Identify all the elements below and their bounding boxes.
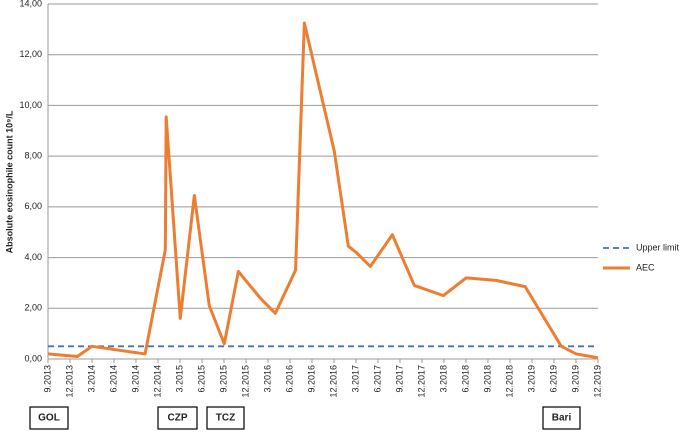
x-tick-label: 9.2013 bbox=[42, 365, 52, 393]
x-tick-label: 12.2019 bbox=[592, 365, 602, 398]
annotation: Bari bbox=[552, 413, 572, 424]
x-tick-label: 6.2016 bbox=[284, 365, 294, 393]
x-tick-label: 12.2013 bbox=[64, 365, 74, 398]
y-tick-label: 12,00 bbox=[19, 49, 42, 59]
legend-label: Upper limit bbox=[636, 242, 680, 252]
x-tick-label: 3.2018 bbox=[438, 365, 448, 393]
x-tick-label: 6.2019 bbox=[548, 365, 558, 393]
x-tick-label: 9.2018 bbox=[482, 365, 492, 393]
x-tick-label: 6.2017 bbox=[372, 365, 382, 393]
x-tick-label: 12.2016 bbox=[328, 365, 338, 398]
x-tick-label: 9.2014 bbox=[130, 365, 140, 393]
y-tick-label: 14,00 bbox=[19, 0, 42, 8]
x-tick-label: 12.2017 bbox=[416, 365, 426, 398]
annotation-box bbox=[29, 406, 69, 430]
x-tick-label: 12.2018 bbox=[504, 365, 514, 398]
y-tick-label: 8,00 bbox=[24, 151, 42, 161]
annotation-box bbox=[206, 406, 245, 430]
y-tick-label: 2,00 bbox=[24, 303, 42, 313]
x-tick-label: 3.2015 bbox=[174, 365, 184, 393]
x-tick-label: 9.2015 bbox=[218, 365, 228, 393]
annotation-box bbox=[157, 406, 198, 430]
x-tick-label: 9.2017 bbox=[394, 365, 404, 393]
y-axis-label: Absolute eosinophile count 10⁹/L bbox=[4, 110, 14, 253]
annotation: GOL bbox=[38, 413, 60, 424]
x-tick-label: 9.2016 bbox=[306, 365, 316, 393]
x-tick-label: 6.2014 bbox=[108, 365, 118, 393]
x-tick-label: 9.2019 bbox=[570, 365, 580, 393]
y-tick-label: 0,00 bbox=[24, 353, 42, 363]
x-tick-label: 3.2019 bbox=[526, 365, 536, 393]
legend-label: AEC bbox=[636, 262, 655, 272]
x-tick-label: 3.2014 bbox=[86, 365, 96, 393]
y-tick-label: 10,00 bbox=[19, 100, 42, 110]
x-tick-label: 3.2017 bbox=[350, 365, 360, 393]
x-tick-label: 3.2016 bbox=[262, 365, 272, 393]
y-tick-label: 6,00 bbox=[24, 201, 42, 211]
series-line bbox=[47, 21, 599, 360]
annotation: TCZ bbox=[216, 413, 235, 424]
annotation: CZP bbox=[168, 413, 188, 424]
annotation-box bbox=[542, 406, 581, 430]
x-tick-label: 6.2018 bbox=[460, 365, 470, 393]
y-tick-label: 4,00 bbox=[24, 252, 42, 262]
x-tick-label: 12.2015 bbox=[240, 365, 250, 398]
x-tick-label: 12.2014 bbox=[152, 365, 162, 398]
x-tick-label: 6.2015 bbox=[196, 365, 206, 393]
